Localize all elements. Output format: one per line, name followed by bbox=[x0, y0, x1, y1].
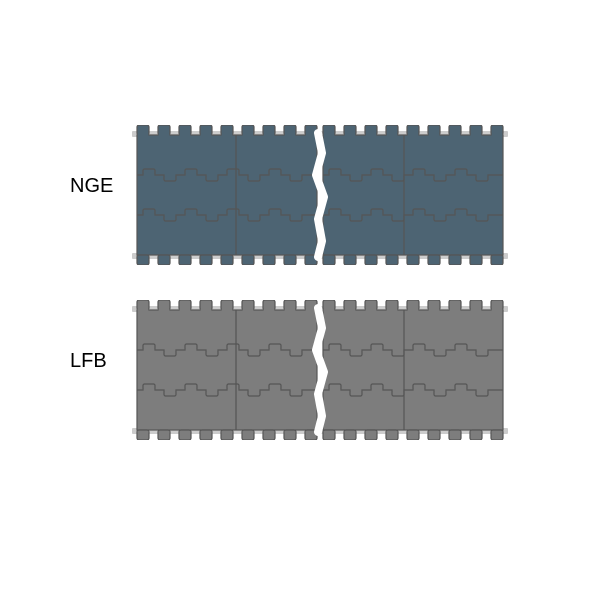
belt-lfb bbox=[130, 300, 510, 440]
diagram-stage: NGE LFB bbox=[0, 0, 600, 600]
belt-nge-svg bbox=[130, 125, 510, 265]
label-nge: NGE bbox=[70, 175, 113, 198]
label-lfb: LFB bbox=[70, 350, 107, 373]
belt-lfb-svg bbox=[130, 300, 510, 440]
belt-nge bbox=[130, 125, 510, 265]
